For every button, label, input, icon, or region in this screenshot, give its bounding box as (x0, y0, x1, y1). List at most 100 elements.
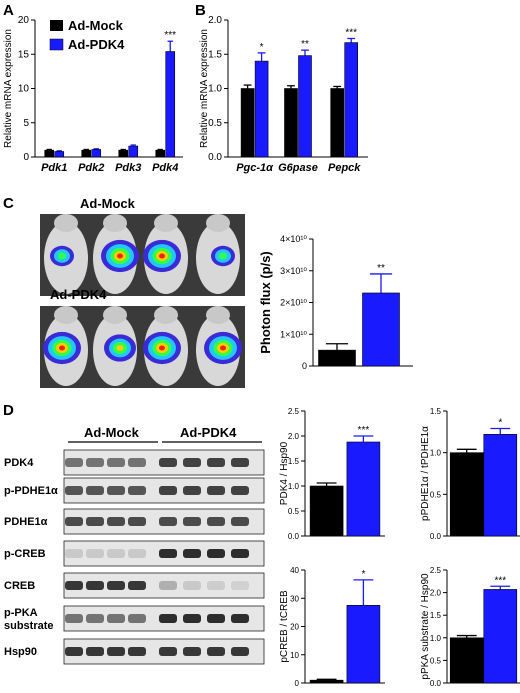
significance-mark: *** (358, 425, 370, 436)
y-tick-label: 0.0 (208, 152, 222, 163)
blot-band (231, 581, 249, 590)
y-tick-label: 1.0 (430, 449, 442, 458)
y-tick-label: 0 (295, 679, 300, 688)
y-tick-label: 10 (18, 84, 30, 95)
y-tick-label: 2.5 (288, 407, 300, 416)
blot-row-label: substrate (4, 620, 54, 632)
y-tick-label: 0.5 (430, 490, 442, 499)
blot-row-1: PDK4 (4, 449, 265, 476)
legend-label-pdk4: Ad-PDK4 (68, 37, 125, 52)
mouse-head (54, 214, 78, 232)
blot-band (183, 458, 201, 467)
blot-band (107, 486, 125, 495)
y-tick-label: 0 (23, 152, 29, 163)
blot-band (107, 517, 125, 526)
bar-ad-mock-single (309, 485, 344, 537)
bar-pdk1-mock (44, 149, 55, 158)
signal-spot (159, 253, 165, 259)
blot-band (128, 486, 146, 495)
chart-d1: 0.0 0.5 1.0 1.5 2.0 2.5 PDK4 / Hsp90 *** (279, 407, 385, 541)
blot-band (65, 549, 83, 558)
blot-band (128, 581, 146, 590)
chart-c: 0 1×10¹⁰ 2×10¹⁰ 3×10¹⁰ 4×10¹⁰ Photon flux (p/… (258, 234, 413, 371)
bar-g6pase-mock (284, 88, 298, 158)
y-axis-label: PDK4 / Hsp90 (279, 441, 290, 505)
significance-mark: * (498, 418, 502, 429)
chart-b: 0.0 0.5 1.0 1.5 2.0 Relative mRNA expression *… (199, 15, 368, 174)
legend: Ad-Mock Ad-PDK4 (49, 18, 125, 52)
blot-band (159, 647, 177, 656)
blot-band (65, 458, 83, 467)
blot-row-label: p-CREB (4, 548, 46, 560)
blot-band (86, 549, 104, 558)
blot-band (107, 647, 125, 656)
imaging-pdk4 (40, 306, 245, 388)
imaging-title-mock: Ad-Mock (80, 196, 136, 211)
y-tick-label: 4×10¹⁰ (280, 234, 307, 244)
bar-ad-mock-single (309, 679, 344, 684)
signal-spot (58, 252, 66, 260)
blot-band (231, 517, 249, 526)
significance-mark: * (361, 569, 365, 580)
y-tick-label: 2.0 (288, 432, 300, 441)
mouse-head (206, 306, 230, 324)
bar-pdk3-mock (118, 149, 129, 158)
blot-band (207, 581, 225, 590)
blot-band (86, 458, 104, 467)
y-tick-label: 1.5 (288, 457, 300, 466)
blot-band (65, 614, 83, 623)
y-tick-label: 0.0 (430, 532, 442, 541)
blot-band (86, 486, 104, 495)
legend-label-mock: Ad-Mock (68, 18, 124, 33)
blot-band (159, 581, 177, 590)
blot-band (86, 517, 104, 526)
y-tick-label: 0.5 (288, 507, 300, 516)
x-tick-label: G6pase (278, 162, 318, 174)
mouse-1 (43, 306, 88, 386)
y-tick-label: 1.0 (208, 84, 222, 95)
blot-band (207, 647, 225, 656)
y-tick-label: 15 (18, 49, 30, 60)
y-tick-label: 5 (23, 118, 29, 129)
blot-band (86, 581, 104, 590)
signal-spot (117, 253, 123, 259)
significance-mark: *** (345, 27, 357, 38)
mouse-3 (143, 306, 188, 386)
blot-row-label: PDHE1α (4, 516, 48, 528)
x-tick-label: Pdk3 (115, 162, 141, 174)
y-tick-label: 2.5 (430, 566, 442, 575)
mouse-2 (93, 306, 137, 386)
blot-row-label: p-PKA (4, 607, 38, 619)
blot-band (231, 549, 249, 558)
blot-row-label: Hsp90 (4, 646, 37, 658)
y-tick-label: 0.5 (430, 656, 442, 665)
blot-band (65, 581, 83, 590)
blot-band (231, 614, 249, 623)
x-tick-label: Pgc-1α (236, 162, 274, 174)
blot-band (107, 458, 125, 467)
blot-row-4: p-CREB (4, 540, 265, 567)
y-tick-label: 2.0 (430, 589, 442, 598)
blot-row-label: CREB (4, 580, 35, 592)
mouse-3 (143, 214, 188, 294)
legend-swatch-pdk4 (49, 38, 64, 51)
imaging-mock (40, 214, 245, 296)
bar-ad-mock-single (449, 637, 484, 684)
blot-band (86, 614, 104, 623)
blot-band (65, 517, 83, 526)
significance-mark: * (260, 42, 264, 53)
blot-band (183, 517, 201, 526)
blot-band (159, 486, 177, 495)
blot-band (183, 581, 201, 590)
y-axis-label: pPKA substrate / Hsp90 (420, 573, 431, 680)
panel-label-b: B (195, 2, 206, 19)
blot-band (207, 549, 225, 558)
blot-band (107, 614, 125, 623)
y-tick-label: 3×10¹⁰ (280, 266, 307, 276)
y-tick-label: 0.0 (430, 679, 442, 688)
blot-band (65, 647, 83, 656)
mouse-1 (44, 214, 88, 294)
panel-label-c: C (3, 195, 14, 212)
bar-pdk4-mock (155, 149, 166, 158)
